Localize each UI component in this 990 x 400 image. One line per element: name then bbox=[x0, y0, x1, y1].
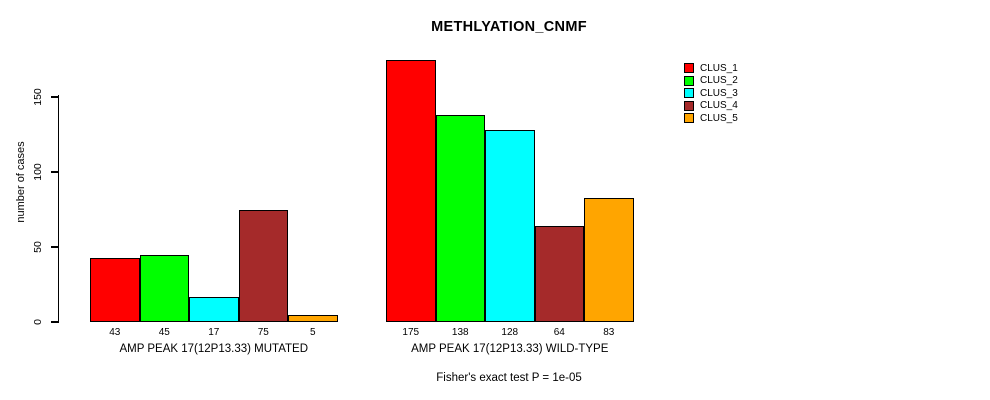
legend: CLUS_1 CLUS_2 CLUS_3 CLUS_4 CLUS_5 bbox=[684, 62, 738, 125]
bar-value-label: 17 bbox=[208, 327, 220, 338]
bar-clus-5 bbox=[584, 197, 634, 322]
y-axis-line bbox=[57, 95, 59, 323]
legend-item: CLUS_2 bbox=[684, 75, 738, 88]
y-axis-tick bbox=[51, 246, 58, 248]
legend-color-swatch bbox=[684, 113, 694, 124]
legend-color-swatch bbox=[684, 75, 694, 86]
legend-label: CLUS_2 bbox=[700, 75, 738, 87]
legend-item: CLUS_3 bbox=[684, 87, 738, 100]
bar-value-label: 75 bbox=[257, 327, 269, 338]
bar-clus-1 bbox=[90, 257, 140, 322]
legend-color-swatch bbox=[684, 100, 694, 111]
y-axis-tick-label: 100 bbox=[32, 163, 44, 181]
bar-value-label: 43 bbox=[109, 327, 121, 338]
bar-clus-4 bbox=[534, 226, 584, 322]
bar-value-label: 83 bbox=[603, 327, 615, 338]
legend-item: CLUS_1 bbox=[684, 62, 738, 75]
x-axis-group-label: AMP PEAK 17(12P13.33) WILD-TYPE bbox=[411, 343, 609, 355]
bar-clus-5 bbox=[288, 314, 338, 322]
bar-value-label: 175 bbox=[402, 327, 420, 338]
legend-label: CLUS_4 bbox=[700, 100, 738, 112]
legend-color-swatch bbox=[684, 88, 694, 99]
y-axis-tick bbox=[51, 96, 58, 98]
bar-clus-3 bbox=[485, 130, 535, 322]
bar-clus-1 bbox=[386, 59, 436, 322]
bar-value-label: 64 bbox=[553, 327, 565, 338]
legend-color-swatch bbox=[684, 63, 694, 74]
x-axis-group-label: AMP PEAK 17(12P13.33) MUTATED bbox=[119, 343, 309, 355]
bar-value-label: 138 bbox=[451, 327, 469, 338]
fisher-test-annotation: Fisher's exact test P = 1e-05 bbox=[436, 372, 582, 384]
chart-title: METHLYATION_CNMF bbox=[431, 19, 587, 35]
y-axis-label: number of cases bbox=[15, 141, 27, 223]
bar-clus-2 bbox=[435, 115, 485, 322]
legend-label: CLUS_5 bbox=[700, 112, 738, 124]
y-axis-tick bbox=[51, 321, 58, 323]
legend-label: CLUS_1 bbox=[700, 62, 738, 74]
y-axis-tick bbox=[51, 171, 58, 173]
y-axis-tick-label: 0 bbox=[32, 319, 44, 325]
legend-item: CLUS_5 bbox=[684, 112, 738, 125]
bar-value-label: 45 bbox=[158, 327, 170, 338]
bar-clus-3 bbox=[189, 296, 239, 322]
bar-clus-2 bbox=[139, 254, 189, 322]
legend-item: CLUS_4 bbox=[684, 100, 738, 113]
bar-value-label: 128 bbox=[501, 327, 519, 338]
legend-label: CLUS_3 bbox=[700, 87, 738, 99]
bar-clus-4 bbox=[238, 209, 288, 322]
bar-value-label: 5 bbox=[309, 327, 316, 338]
y-axis-tick-label: 50 bbox=[32, 241, 44, 253]
y-axis-tick-label: 150 bbox=[32, 88, 44, 106]
